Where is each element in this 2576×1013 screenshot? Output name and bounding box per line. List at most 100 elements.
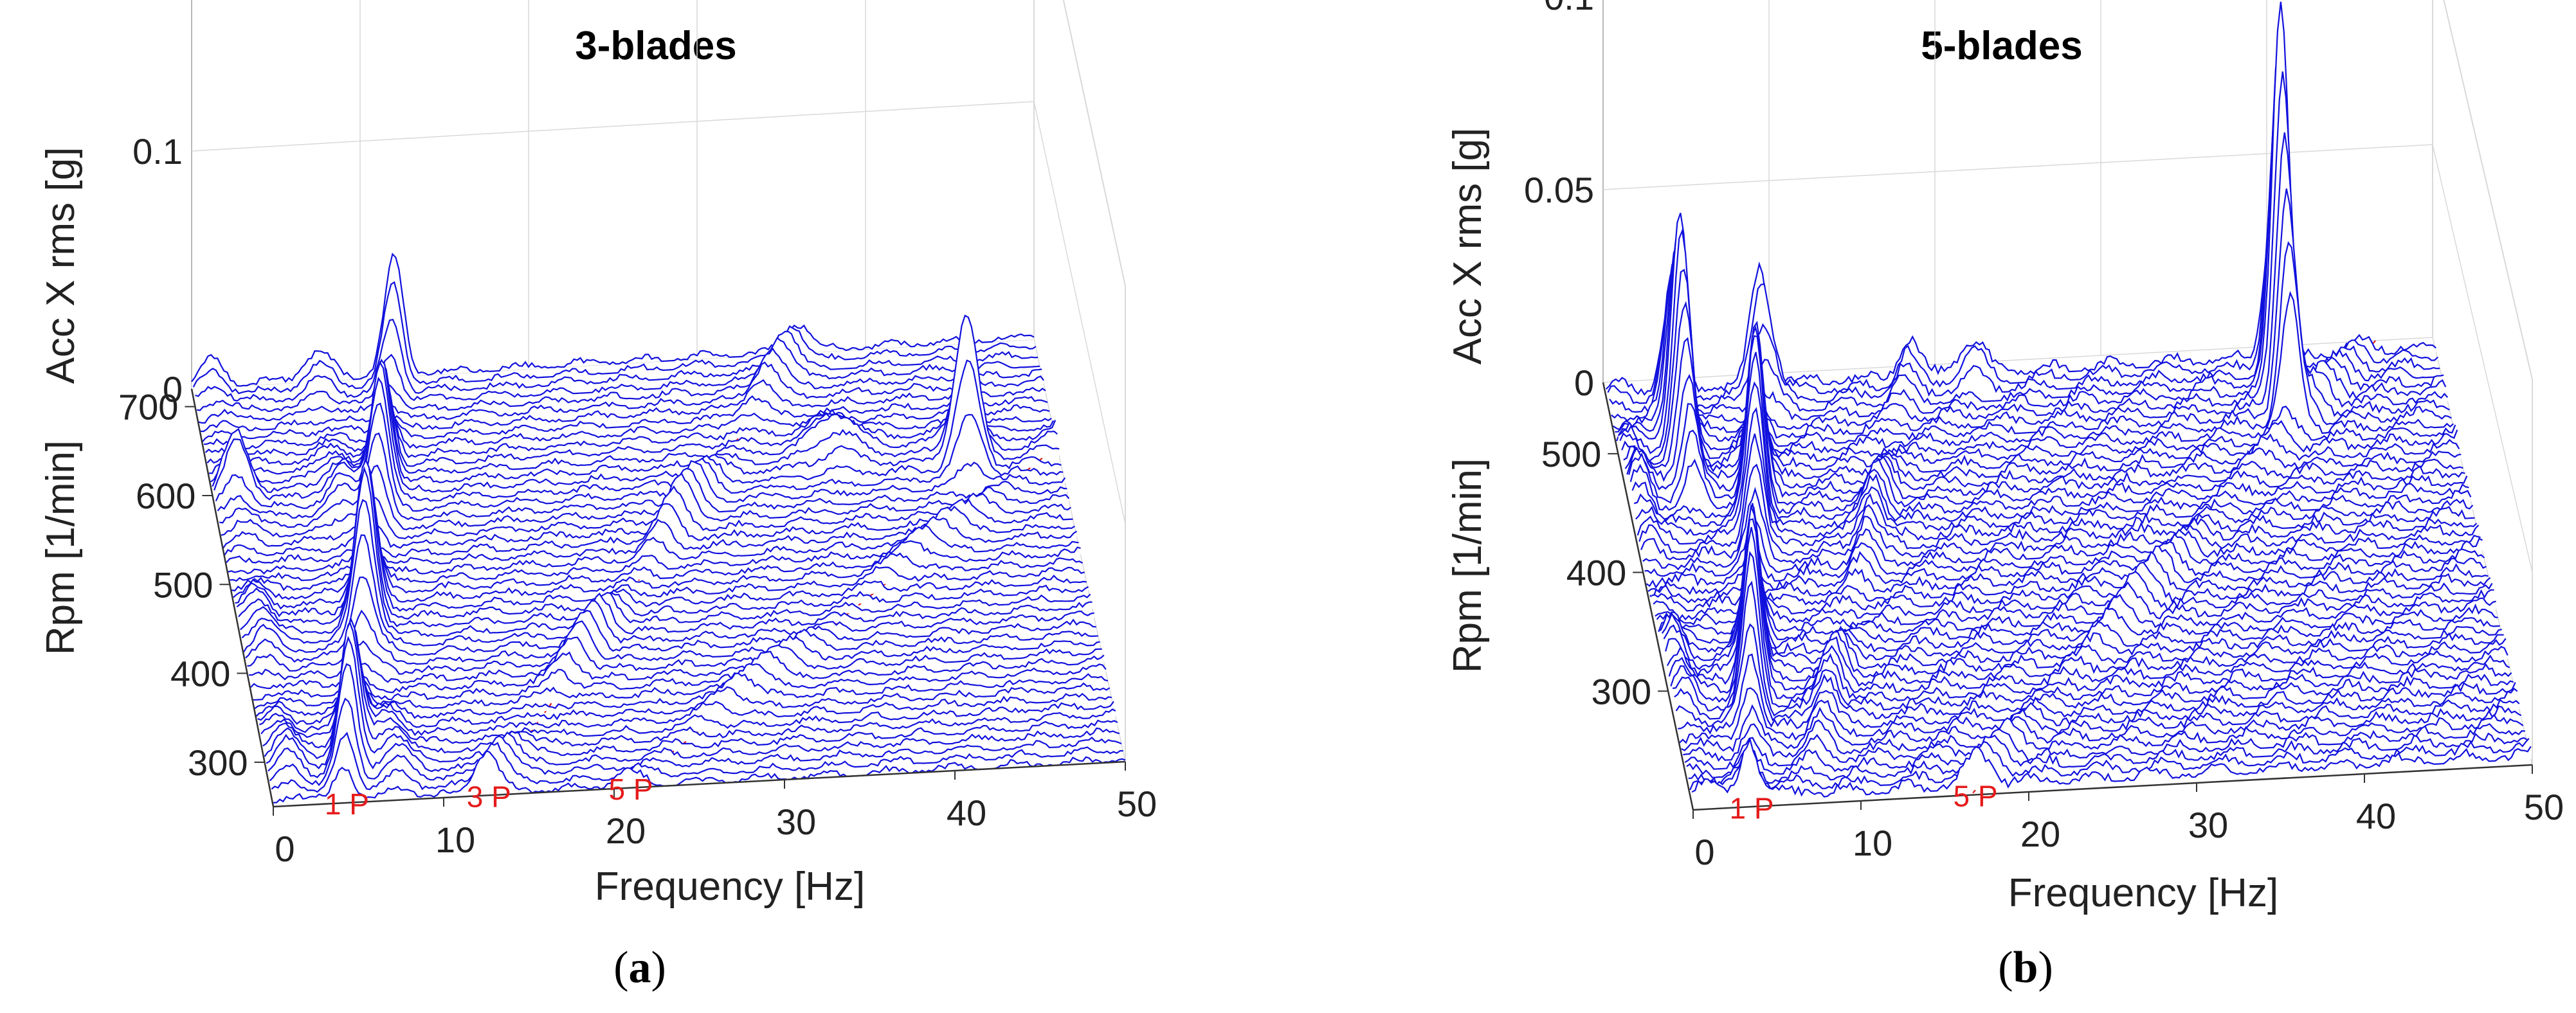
rpm-trace [198,347,1042,424]
trace-mask [237,463,1085,620]
rpm-trace [1678,653,2516,735]
rpm-trace [1651,545,2487,612]
z-axis-label: Acc X rms [g] [39,147,83,384]
rpm-trace [213,314,1060,501]
rpm-trace [210,362,1057,484]
rpm-trace [212,345,1058,493]
trace-mask [264,622,1116,762]
rpm-trace [1647,533,2483,595]
x-axis-label: Frequency [Hz] [595,865,865,909]
order-label-5p: 5 P [609,773,653,806]
x-tick-label: 50 [2524,787,2564,827]
trace-layer [1605,1,2532,804]
trace-mask [1622,292,2454,472]
trace-mask [1649,541,2485,605]
y-tick-label: 400 [1566,553,1626,593]
rpm-trace [249,620,1098,681]
trace-mask [219,433,1066,532]
rpm-trace [1672,551,2510,712]
rpm-trace [1666,503,2504,685]
rpm-trace [201,379,1046,443]
rpm-trace [1684,713,2524,770]
panel-label: (b) [1998,943,2053,992]
rpm-trace [206,386,1052,465]
rpm-trace [239,465,1089,634]
trace-mask [254,651,1104,709]
rpm-trace [196,336,1040,413]
rpm-trace [1660,521,2496,653]
x-tick-label: 30 [2188,805,2228,845]
trace-mask [1688,733,2527,787]
y-tick-label: 500 [1541,434,1601,474]
rpm-trace [1646,528,2481,589]
rpm-trace [1681,699,2520,753]
trace-mask [1683,706,2521,763]
rpm-trace [1642,487,2478,571]
trace-mask [245,577,1094,665]
y-axis-line [190,388,275,807]
rpm-trace [1683,705,2522,762]
rpm-trace [1675,623,2514,728]
trace-mask [200,362,1044,434]
x-tick-label: 10 [1853,823,1892,863]
x-axis-line [273,760,1126,808]
order-label-3p: 3 P [467,780,511,814]
rpm-trace [255,662,1107,717]
rpm-trace [1631,335,2465,520]
side-gridline [1033,101,1126,524]
order-label-1p: 1 P [325,787,369,821]
rpm-trace [257,649,1109,725]
side-gridline [2443,0,2533,380]
axis-layer: 0 10 20 30 40 50 300 400 500 0 0.05 0.1 1 P 5 P [1524,0,2564,872]
rpm-trace [1628,320,2462,504]
trace-mask [215,360,1062,514]
rpm-trace [243,534,1093,653]
trace-mask [1673,553,2510,713]
x-axis-line [1692,764,2533,811]
rpm-trace [200,361,1044,433]
rpm-trace [215,359,1062,509]
trace-mask [250,636,1100,692]
trace-mask [230,516,1077,585]
y-tick-label: 300 [1592,671,1651,712]
z-tick-label: 0 [1574,363,1594,403]
z-axis-label: Acc X rms [g] [1446,128,1490,365]
rpm-trace [1653,550,2489,622]
trace-mask [214,316,1060,505]
y-tick-label: 300 [188,742,248,783]
z-gridline [191,101,1035,152]
rpm-trace [268,663,1120,778]
waterfall-panel-b: 5-blades 0 10 20 30 40 50 300 400 500 0 0.05 0.1 1 P… [1288,0,2576,1013]
rpm-trace [247,609,1096,672]
rpm-trace [1665,503,2502,677]
y-axis-label: Rpm [1/min] [39,440,83,655]
chart-title: 5-blades [1921,24,2083,68]
trace-mask [1630,327,2463,514]
y-tick-label: 700 [118,387,178,427]
x-tick-label: 40 [2356,796,2396,836]
trace-mask [1662,513,2498,663]
trace-layer [191,253,1126,807]
rpm-trace [1691,737,2532,798]
waterfall-panel-a: 3-blades 0102030405030040050060070000.10… [39,0,1157,992]
rpm-trace [1656,548,2493,636]
rpm-trace [1686,722,2525,778]
side-wall-top [2443,0,2533,380]
rpm-trace [1640,463,2475,560]
trace-mask [1674,582,2512,721]
z-gridline [1602,144,2433,190]
rpm-trace [1668,518,2507,694]
y-axis-label: Rpm [1/min] [1446,458,1490,673]
order-label-1p: 1 P [1729,791,1773,825]
rpm-trace [236,462,1085,618]
rpm-trace [1679,687,2518,744]
trace-mask [1685,715,2523,771]
side-gridline [2432,144,2533,573]
rpm-trace [1635,381,2469,536]
rpm-trace [259,636,1111,733]
x-tick-label: 10 [435,820,475,860]
z-tick-label: 0.05 [1524,170,1594,210]
x-axis-label: Frequency [Hz] [2008,871,2278,915]
trace-mask [1664,508,2500,671]
